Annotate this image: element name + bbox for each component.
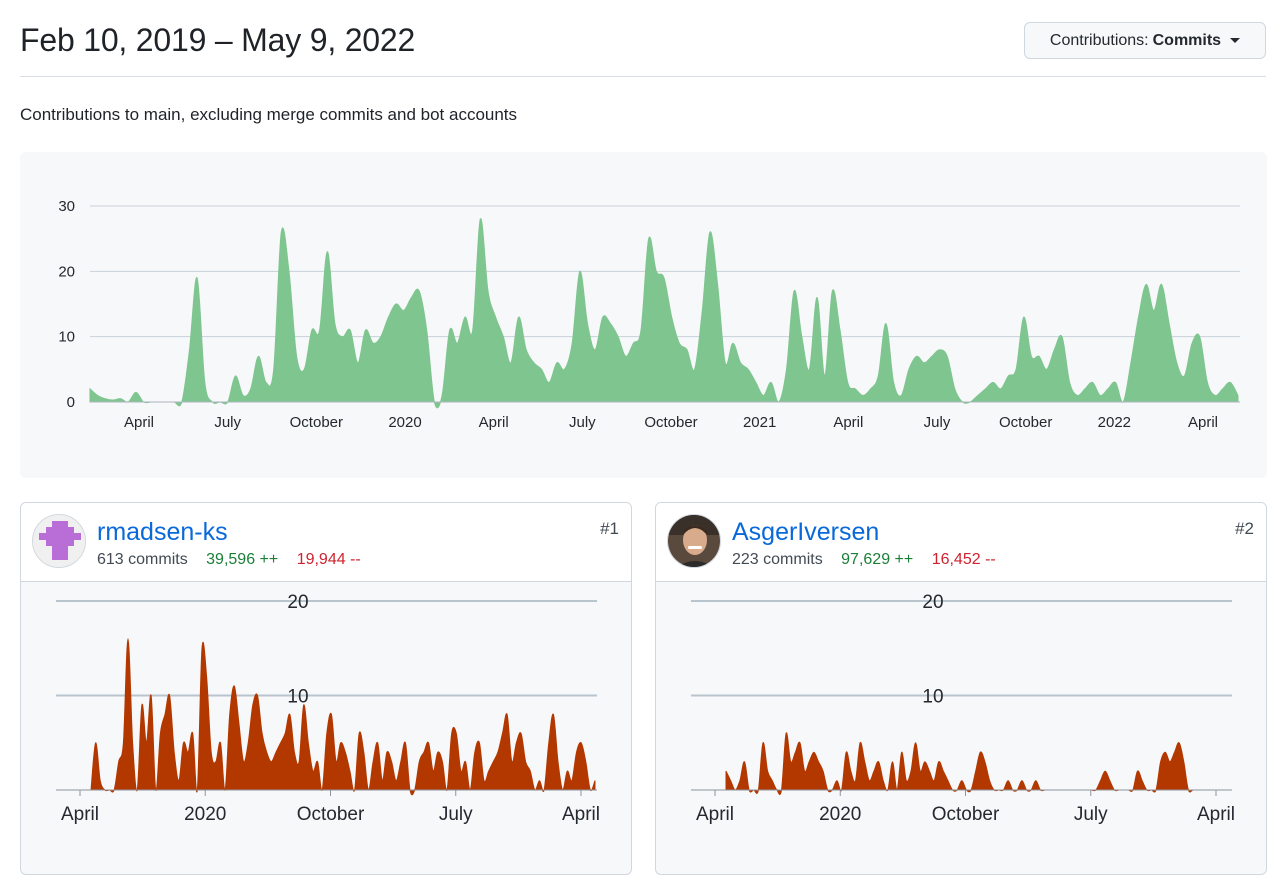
x-tick-label: October bbox=[290, 414, 343, 431]
x-tick-label: 2021 bbox=[743, 414, 776, 431]
contributions-subtitle: Contributions to main, excluding merge c… bbox=[20, 105, 518, 124]
x-tick-label: April bbox=[696, 804, 734, 825]
y-tick-label: 20 bbox=[287, 592, 308, 613]
x-tick-label: July bbox=[214, 414, 241, 431]
y-tick-label: 10 bbox=[58, 329, 75, 346]
additions-count: 97,629 ++ bbox=[841, 551, 914, 568]
contributor-username-link[interactable]: AsgerIversen bbox=[732, 518, 880, 546]
x-tick-label: April bbox=[1197, 804, 1235, 825]
date-range-title: Feb 10, 2019 – May 9, 2022 bbox=[20, 22, 416, 58]
commit-count-link[interactable]: 613 commits bbox=[97, 551, 188, 568]
total-commits-chart[interactable]: 0 10 20 30 April July October 2020 April July Octo… bbox=[20, 152, 1267, 478]
x-tick-label: 2020 bbox=[184, 804, 226, 825]
x-tick-label: 2020 bbox=[819, 804, 861, 825]
x-tick-label: 2022 bbox=[1098, 414, 1131, 431]
contributor-commits-chart[interactable]: 10 20 April 2020 October July April bbox=[656, 582, 1267, 874]
caret-down-icon bbox=[1230, 38, 1241, 43]
y-tick-label: 20 bbox=[922, 592, 943, 613]
contributor-stats: 223 commits 97,629 ++ 16,452 -- bbox=[732, 551, 996, 569]
x-tick-label: July bbox=[569, 414, 596, 431]
series-area bbox=[725, 732, 1230, 796]
x-tick-label: April bbox=[562, 804, 600, 825]
contributions-label: Contributions: bbox=[1049, 31, 1149, 49]
total-commits-chart-svg: 0 10 20 30 April July October 2020 April July Octo… bbox=[58, 198, 1240, 431]
contributions-selected-value: Commits bbox=[1152, 31, 1222, 49]
profile-photo-icon bbox=[668, 515, 720, 567]
contributor-card-1: rmadsen-ks 613 commits 39,596 ++ 19,944 … bbox=[20, 502, 632, 875]
y-tick-label: 10 bbox=[287, 687, 308, 708]
header-divider bbox=[20, 76, 1266, 77]
y-tick-label: 30 bbox=[58, 198, 75, 215]
x-tick-label: April bbox=[833, 414, 863, 431]
x-tick-label: October bbox=[297, 804, 365, 825]
x-tick-label: July bbox=[924, 414, 951, 431]
series-area bbox=[90, 638, 596, 796]
x-tick-label: October bbox=[932, 804, 1000, 825]
contributor-commits-chart[interactable]: 10 20 April 2020 October July April bbox=[21, 582, 632, 874]
avatar[interactable] bbox=[667, 514, 721, 568]
contributions-type-select[interactable]: Contributions: Commits bbox=[1024, 22, 1266, 59]
contributor-rank: #2 bbox=[1235, 519, 1254, 538]
contributor-rank: #1 bbox=[600, 519, 619, 538]
x-tick-label: October bbox=[999, 414, 1052, 431]
x-tick-label: April bbox=[479, 414, 509, 431]
deletions-count: 19,944 -- bbox=[296, 551, 361, 568]
x-tick-label: 2020 bbox=[388, 414, 421, 431]
y-tick-label: 0 bbox=[67, 394, 75, 411]
avatar[interactable] bbox=[32, 514, 86, 568]
x-tick-label: April bbox=[124, 414, 154, 431]
x-tick-label: April bbox=[61, 804, 99, 825]
contributor-card-header: rmadsen-ks 613 commits 39,596 ++ 19,944 … bbox=[21, 503, 631, 582]
contributor-stats: 613 commits 39,596 ++ 19,944 -- bbox=[97, 551, 361, 569]
series-area bbox=[89, 218, 1239, 409]
x-tick-label: July bbox=[439, 804, 473, 825]
x-tick-label: April bbox=[1188, 414, 1218, 431]
deletions-count: 16,452 -- bbox=[931, 551, 996, 568]
commit-count-link[interactable]: 223 commits bbox=[732, 551, 823, 568]
x-tick-label: October bbox=[644, 414, 697, 431]
y-tick-label: 10 bbox=[922, 687, 943, 708]
additions-count: 39,596 ++ bbox=[206, 551, 279, 568]
contributor-card-header: AsgerIversen 223 commits 97,629 ++ 16,45… bbox=[656, 503, 1266, 582]
identicon-icon bbox=[33, 515, 85, 567]
x-tick-label: July bbox=[1074, 804, 1108, 825]
contributor-username-link[interactable]: rmadsen-ks bbox=[97, 518, 228, 546]
contributor-card-2: AsgerIversen 223 commits 97,629 ++ 16,45… bbox=[655, 502, 1267, 875]
y-tick-label: 20 bbox=[58, 263, 75, 280]
